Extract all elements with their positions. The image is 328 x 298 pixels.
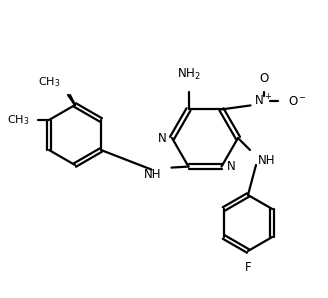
Text: CH$_3$: CH$_3$ <box>37 75 60 89</box>
Text: N: N <box>227 160 235 173</box>
Text: O$^-$: O$^-$ <box>288 95 307 108</box>
Text: NH: NH <box>258 153 276 167</box>
Text: N: N <box>158 131 167 145</box>
Text: CH$_3$: CH$_3$ <box>7 113 29 127</box>
Text: NH: NH <box>144 168 161 181</box>
Text: NH$_2$: NH$_2$ <box>176 67 200 83</box>
Text: O: O <box>259 72 268 86</box>
Text: F: F <box>245 261 251 274</box>
Text: N$^+$: N$^+$ <box>254 94 273 109</box>
